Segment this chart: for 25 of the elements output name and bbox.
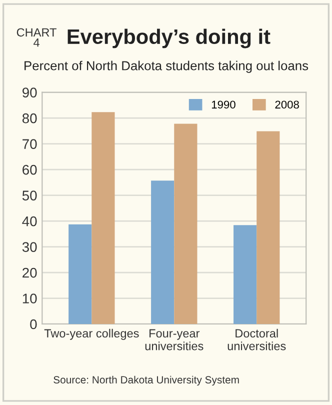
bar <box>68 224 92 324</box>
chart-title: Everybody’s doing it <box>68 28 270 48</box>
chart-subtitle: Percent of North Dakota students taking out loans <box>24 60 308 73</box>
x-tick-label: Two-year colleges <box>44 328 139 340</box>
y-tick-label: 60 <box>22 164 37 175</box>
bar <box>174 124 198 324</box>
y-tick-label: 70 <box>22 139 37 149</box>
bar <box>256 131 280 324</box>
y-tick-label: 0 <box>30 319 37 330</box>
y-tick-label: 20 <box>22 268 37 278</box>
y-tick-label: 30 <box>22 242 37 252</box>
legend-label: 1990 <box>212 100 236 109</box>
bar <box>151 180 174 324</box>
y-tick-label: 90 <box>22 88 37 98</box>
caption: CHART 4 <box>16 28 56 47</box>
x-tick-label: Doctoral universities <box>228 328 286 350</box>
y-tick-label: 50 <box>22 190 37 200</box>
bar <box>234 225 257 324</box>
legend-label: 2008 <box>275 100 299 109</box>
y-tick-label: 40 <box>22 216 37 226</box>
x-tick-label: Four-year universities <box>145 329 204 350</box>
source-note: Source: North Dakota University System <box>54 376 239 386</box>
bar <box>92 112 115 324</box>
y-tick-label: 10 <box>22 294 37 304</box>
y-tick-label: 80 <box>22 113 37 124</box>
